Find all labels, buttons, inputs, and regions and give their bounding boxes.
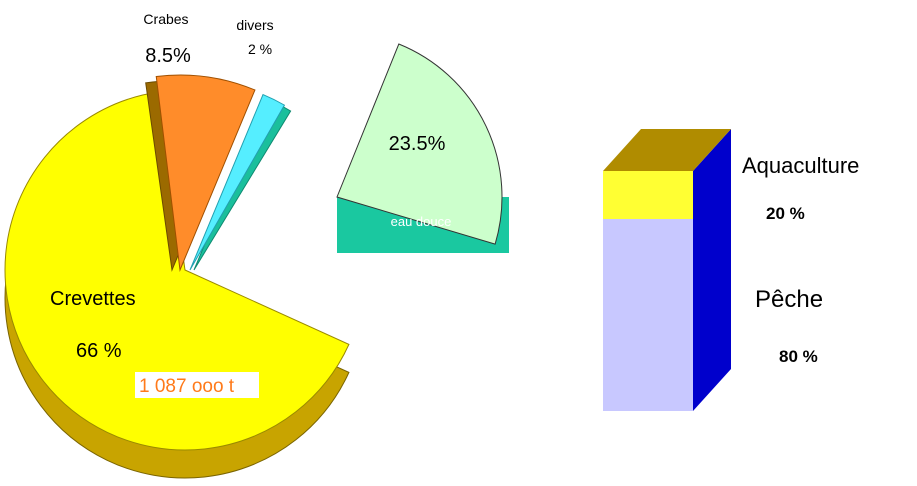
bar-segment-aquaculture: [603, 171, 693, 219]
bar-label-peche: Pêche: [755, 286, 823, 313]
annotation-background: [135, 372, 259, 398]
slice-crabes: [155, 74, 256, 272]
slice-label-crabes: Crabes: [143, 11, 188, 27]
slice-value-crabes: 8.5%: [145, 45, 191, 67]
slice-value-eau-douce: 23.5%: [389, 133, 446, 155]
bar-segment-peche: [603, 219, 693, 411]
slice-label-divers: divers: [236, 17, 273, 33]
bar-value-peche: 80 %: [779, 347, 818, 366]
pie-chart: [4, 43, 509, 479]
slice-value-divers: 2 %: [248, 41, 272, 57]
slice-label-crevettes: Crevettes: [50, 288, 136, 310]
slice-label-eau-douce: eau douce: [391, 214, 452, 229]
bar-label-aquaculture: Aquaculture: [742, 153, 859, 178]
slice-value-crevettes: 66 %: [76, 340, 122, 362]
bar-side-face: [693, 129, 731, 411]
bar-top-face: [603, 129, 731, 171]
stacked-bar-chart: [603, 129, 731, 411]
slice-crevettes: [4, 91, 350, 451]
slice-divers: [189, 93, 286, 271]
bar-value-aquaculture: 20 %: [766, 204, 805, 223]
pie-annotation: 1 087 ooo t: [139, 376, 235, 397]
slice-eau-douce: [336, 43, 503, 245]
